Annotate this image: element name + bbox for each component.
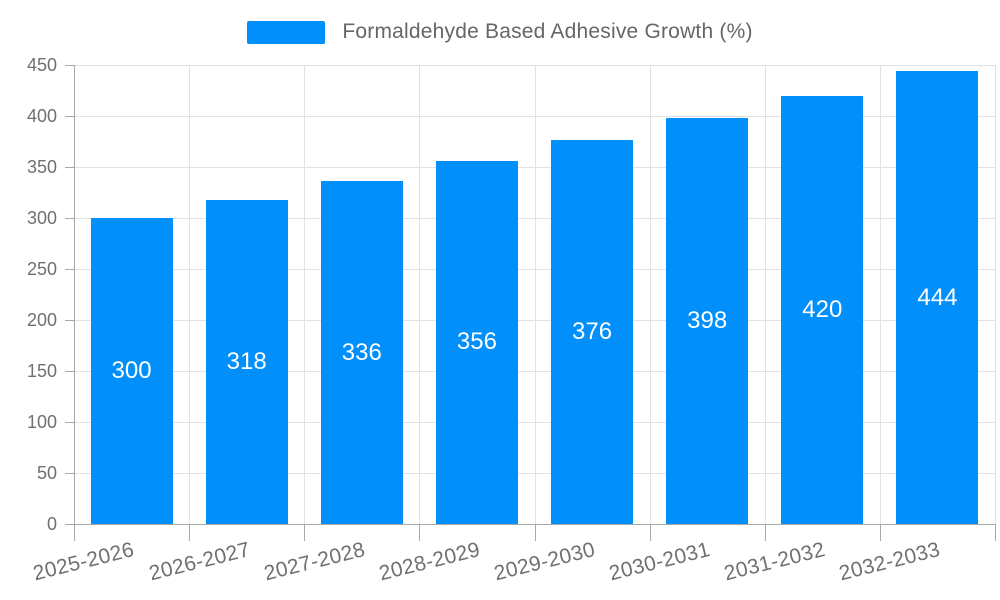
x-axis-label: 2025-2026 [31,538,137,586]
bar[interactable] [90,218,173,524]
x-axis-line [65,524,995,525]
y-axis-label: 300 [26,208,57,228]
bar-value-label: 356 [456,328,497,356]
bar[interactable] [320,181,403,524]
bar-value-label: 336 [341,338,382,366]
y-axis-label: 100 [26,412,57,432]
y-axis-label: 150 [26,361,57,381]
y-axis-tick [65,167,74,168]
x-axis-tick [879,524,881,541]
y-axis-tick [65,269,74,270]
bar[interactable] [781,95,864,524]
bar[interactable] [551,140,634,524]
bar-value-label: 300 [111,357,152,384]
y-axis-tick [65,116,74,117]
x-axis-label: 2026-2027 [146,538,253,586]
legend-label: Formaldehyde Based Adhesive Growth (%) [342,20,753,43]
y-axis-label: 350 [26,157,57,177]
v-gridline [304,65,306,524]
y-axis-label: 250 [26,259,57,279]
x-axis-tick [649,524,651,541]
bar-value-label: 318 [226,347,267,375]
y-axis-tick [65,218,74,219]
bar[interactable] [205,199,288,524]
bar[interactable] [896,71,979,524]
x-axis-tick [534,524,536,541]
y-axis-tick [65,65,74,66]
legend-swatch-icon [247,20,326,44]
v-gridline [419,65,421,524]
x-axis-label: 2030-2031 [606,538,713,586]
x-axis-tick [419,524,421,541]
y-axis-label: 50 [36,463,57,483]
y-axis-tick [65,524,74,525]
y-axis-label: 450 [26,55,57,75]
v-gridline [189,65,191,524]
v-gridline [995,65,996,524]
x-axis-label: 2032-2033 [837,538,943,586]
x-axis-tick [995,524,996,541]
bar[interactable] [666,118,749,524]
x-axis-tick [304,524,306,541]
y-axis-tick [65,473,74,474]
bar[interactable] [435,160,518,524]
y-axis-tick [65,371,74,372]
bar-value-label: 376 [572,318,613,346]
y-axis-tick [65,320,74,321]
x-axis-tick [764,524,766,541]
x-axis-tick [189,524,191,541]
y-axis-label: 400 [26,106,57,126]
x-axis-label: 2031-2032 [721,538,828,586]
y-axis-label: 0 [46,514,57,534]
v-gridline [764,65,766,524]
v-gridline [879,65,881,524]
bar-value-label: 420 [802,295,843,323]
v-gridline [534,65,536,524]
bar-value-label: 398 [687,307,728,335]
y-axis-label: 200 [26,310,57,330]
y-axis-line [74,65,75,541]
legend[interactable]: Formaldehyde Based Adhesive Growth (%) [0,20,1000,44]
x-axis-label: 2029-2030 [491,538,598,586]
x-axis-label: 2027-2028 [261,538,368,586]
y-axis-tick [65,422,74,423]
v-gridline [649,65,651,524]
x-axis-label: 2028-2029 [376,538,483,586]
bar-value-label: 444 [917,283,958,311]
